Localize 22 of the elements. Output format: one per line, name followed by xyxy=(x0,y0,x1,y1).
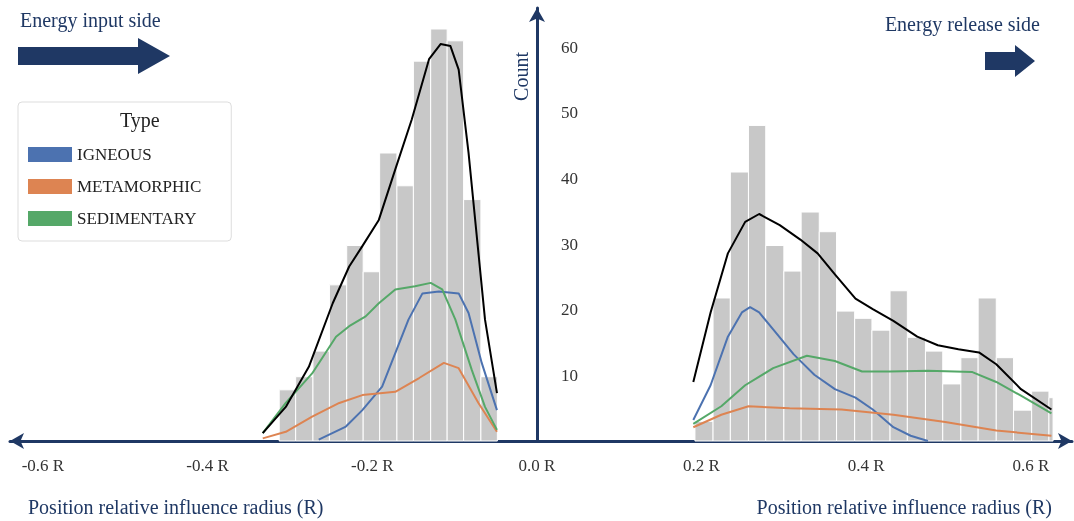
x-tick-label: 0.2 R xyxy=(683,456,721,475)
x-tick-label: 0.4 R xyxy=(847,456,886,475)
legend-label: IGNEOUS xyxy=(77,145,152,164)
legend-label: SEDIMENTARY xyxy=(77,209,197,228)
annotation: Energy input side xyxy=(20,9,161,32)
y-tick-label: 10 xyxy=(561,365,578,385)
legend-label: METAMORPHIC xyxy=(77,177,202,196)
y-tick-label: 30 xyxy=(561,234,578,254)
y-tick-label: 20 xyxy=(561,300,578,320)
y-tick-label: 60 xyxy=(561,37,578,57)
x-axis-title: Position relative influence radius (R) xyxy=(28,496,324,519)
text: Position relative influence radius (R) xyxy=(756,496,1053,519)
x-tick-label: 0.0 R xyxy=(518,456,556,475)
x-tick-label: -0.2 R xyxy=(350,456,395,475)
y-tick-label: 50 xyxy=(561,103,578,123)
legend-title: Type xyxy=(120,109,160,132)
x-tick-label: 0.6 R xyxy=(1012,456,1050,475)
y-axis-title: Count xyxy=(510,51,532,101)
x-tick-label: -0.6 R xyxy=(21,456,65,475)
annotation: Energy release side xyxy=(884,13,1041,36)
y-tick-label: 40 xyxy=(561,169,578,189)
x-tick-label: -0.4 R xyxy=(186,456,230,475)
